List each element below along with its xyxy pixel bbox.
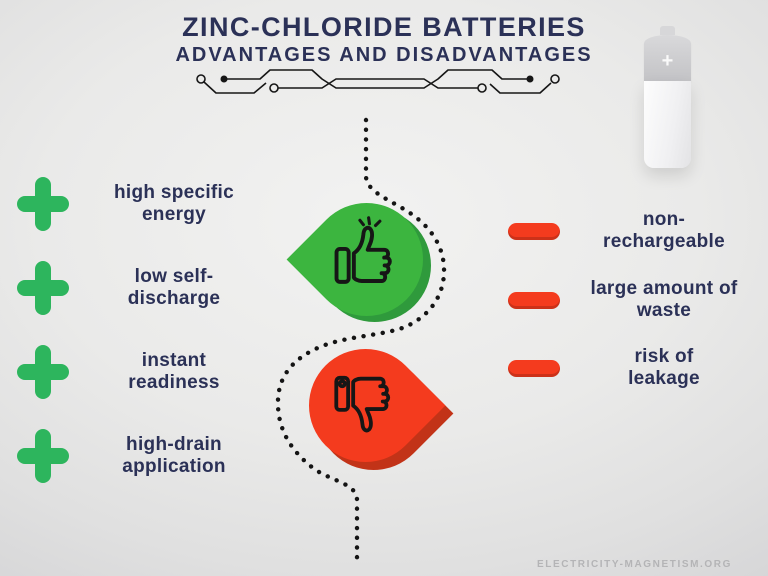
- battery-body: [644, 81, 691, 168]
- minus-icon: [508, 359, 560, 377]
- advantage-label: high specific energy: [80, 182, 268, 226]
- disadvantage-label-line: non-: [642, 208, 686, 230]
- minus-icon: [508, 291, 560, 309]
- advantage-label-line: low self-: [134, 265, 214, 287]
- advantage-label-line: discharge: [127, 288, 221, 309]
- advantage-label: instant readiness: [80, 350, 268, 394]
- minus-icon: [508, 222, 560, 240]
- disadvantage-label-line: rechargeable: [603, 231, 725, 252]
- advantage-label-line: high specific: [113, 181, 235, 203]
- disadvantage-label-line: risk of: [634, 345, 694, 367]
- plus-icon: [16, 177, 70, 231]
- advantage-label: low self- discharge: [80, 266, 268, 310]
- plus-icon: [16, 429, 70, 483]
- advantage-item: instant readiness: [12, 330, 268, 414]
- disadvantage-item: non- rechargeable: [496, 200, 758, 262]
- advantage-label-line: energy: [141, 204, 207, 225]
- battery-cap: +: [644, 35, 691, 81]
- disadvantage-label-line: leakage: [628, 368, 700, 389]
- advantage-label: high-drain application: [80, 434, 268, 478]
- disadvantage-label: large amount of waste: [570, 278, 758, 322]
- battery-icon: +: [644, 26, 691, 168]
- page-title: ZINC-CHLORIDE BATTERIES: [182, 12, 586, 42]
- advantage-label-line: readiness: [128, 372, 220, 393]
- disadvantage-label: non- rechargeable: [570, 209, 758, 253]
- disadvantage-item: risk of leakage: [496, 337, 758, 399]
- battery-plus-label: +: [661, 50, 674, 72]
- advantage-label-line: instant: [141, 349, 207, 371]
- advantage-item: low self- discharge: [12, 246, 268, 330]
- plus-icon: [16, 345, 70, 399]
- advantage-label-line: high-drain: [126, 433, 222, 455]
- page-subtitle: ADVANTAGES AND DISADVANTAGES: [175, 44, 593, 66]
- thumbs-down-icon: [334, 375, 391, 433]
- disadvantage-label: risk of leakage: [570, 346, 758, 390]
- advantage-label-line: application: [122, 456, 226, 477]
- disadvantage-label-line: waste: [636, 300, 692, 321]
- disadvantage-label-line: large amount of: [590, 277, 738, 299]
- plus-icon: [16, 261, 70, 315]
- advantage-item: high-drain application: [12, 414, 268, 498]
- watermark: ELECTRICITY-MAGNETISM.ORG: [537, 559, 732, 570]
- circuit-trace-icon: [196, 69, 560, 94]
- header: ZINC-CHLORIDE BATTERIES ADVANTAGES AND D…: [0, 12, 768, 94]
- advantage-item: high specific energy: [12, 162, 268, 246]
- disadvantage-item: large amount of waste: [496, 269, 758, 331]
- battery-terminal-nub: [660, 26, 675, 35]
- thumbs-up-icon: [334, 216, 392, 284]
